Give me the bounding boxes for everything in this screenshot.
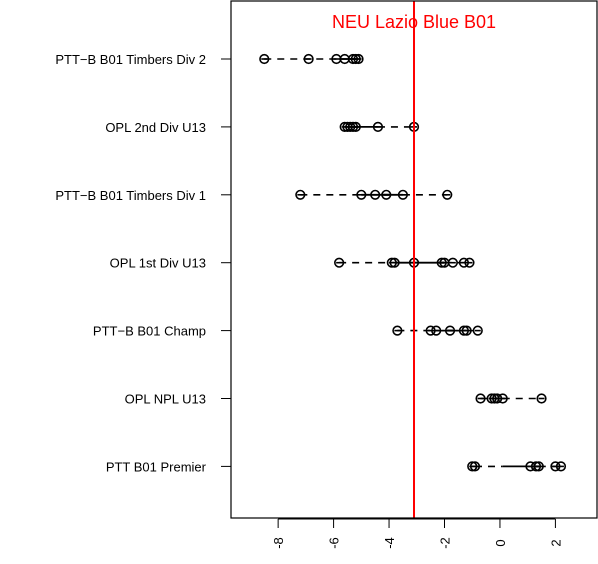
reference-line-label: NEU Lazio Blue B01: [332, 12, 496, 32]
data-point: [469, 461, 481, 472]
data-point: [431, 325, 442, 336]
data-point: [334, 257, 345, 268]
x-axis: -8 -6 -4 -2 0 2: [271, 518, 563, 549]
data-point: [464, 257, 475, 268]
x-tick-label: -6: [327, 537, 342, 549]
y-tick-label: PTT−B B01 Timbers Div 1: [55, 188, 206, 203]
y-axis-ticks: [221, 58, 231, 467]
plot-frame: [230, 0, 598, 519]
data-point: [444, 325, 456, 336]
y-tick-label: PTT B01 Premier: [106, 459, 207, 474]
x-tick-label: -4: [382, 537, 397, 549]
data-point: [472, 325, 483, 336]
data-point: [303, 53, 314, 65]
x-tick-label: 0: [493, 539, 508, 546]
data-point: [392, 325, 403, 336]
data-point: [461, 325, 472, 336]
data-point: [397, 189, 409, 200]
data-point: [356, 189, 367, 200]
data-point: [386, 257, 397, 268]
y-tick-label: OPL 2nd Div U13: [105, 120, 206, 135]
y-axis-labels: PTT−B B01 Timbers Div 2 OPL 2nd Div U13 PT…: [55, 52, 206, 474]
data-point: [497, 393, 508, 404]
data-point: [447, 257, 458, 268]
data-point: [381, 189, 392, 200]
data-point: [536, 393, 547, 404]
data-point: [555, 461, 567, 472]
x-tick-label: -2: [438, 537, 453, 549]
data-point: [475, 393, 486, 404]
y-tick-label: OPL NPL U13: [125, 392, 206, 407]
x-tick-label: 2: [548, 539, 563, 546]
data-point: [370, 189, 381, 200]
data-point: [372, 121, 384, 132]
data-point: [259, 53, 270, 65]
data-point: [350, 121, 361, 132]
reference-line-group: NEU Lazio Blue B01: [332, 1, 496, 518]
y-tick-label: OPL 1st Div U13: [110, 256, 206, 271]
data-point: [295, 189, 306, 200]
x-tick-label: -8: [271, 537, 286, 549]
box-series: [259, 53, 567, 472]
data-point: [442, 189, 453, 200]
y-tick-label: PTT−B B01 Champ: [93, 324, 206, 339]
y-tick-label: PTT−B B01 Timbers Div 2: [55, 52, 206, 67]
